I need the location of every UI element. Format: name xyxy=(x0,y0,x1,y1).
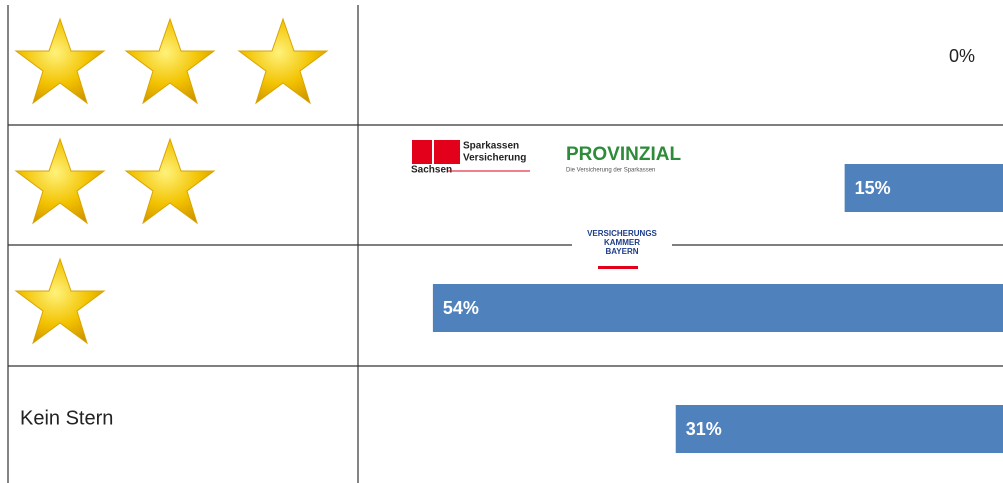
table-grid xyxy=(7,5,1003,483)
logo-provinzial: PROVINZIAL Die Versicherung der Sparkass… xyxy=(566,144,681,174)
logo-sv: Sparkassen Versicherung Sachsen xyxy=(411,140,530,176)
value-label: 15% xyxy=(855,178,891,198)
stars xyxy=(15,18,328,344)
logo-text: Sachsen xyxy=(411,165,452,176)
bar xyxy=(432,284,1003,332)
logo-text: VERSICHERUNGS xyxy=(587,229,657,238)
logo-text: Die Versicherung der Sparkassen xyxy=(566,168,655,174)
bar xyxy=(675,405,1003,453)
value-label: 0% xyxy=(949,46,975,66)
logo-text: Sparkassen xyxy=(463,141,519,152)
logo-vkb: VERSICHERUNGS KAMMER BAYERN xyxy=(572,222,672,274)
logo-text: BAYERN xyxy=(605,247,638,256)
logo-text: PROVINZIAL xyxy=(566,144,681,165)
logo-text: Versicherung xyxy=(463,153,526,164)
bar xyxy=(844,164,1003,212)
logo-text: KAMMER xyxy=(604,238,640,247)
category-label: Kein Stern xyxy=(20,407,113,429)
value-label: 54% xyxy=(443,298,479,318)
value-label: 31% xyxy=(686,419,722,439)
